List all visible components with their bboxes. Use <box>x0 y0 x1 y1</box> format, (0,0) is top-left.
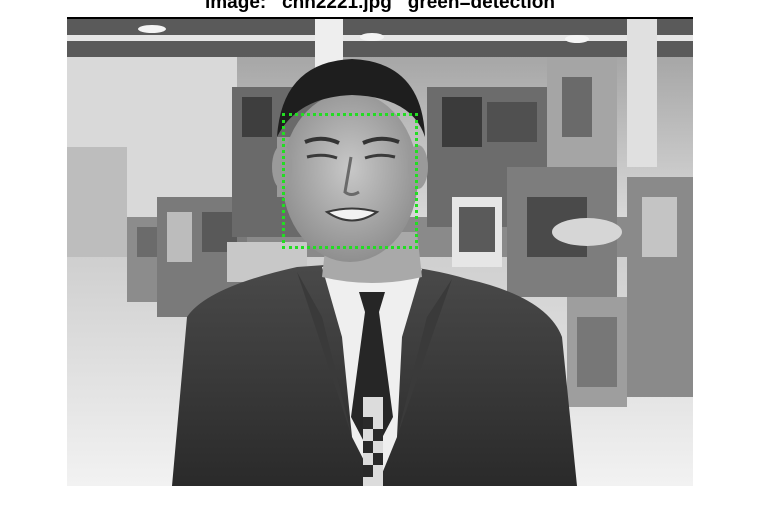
photo-illustration <box>67 17 693 486</box>
photo-image <box>67 17 693 486</box>
axes-top-border <box>67 17 693 19</box>
face-detection-box <box>282 113 418 249</box>
figure-title: image: cnn2221.jpg green=detection <box>204 0 555 13</box>
